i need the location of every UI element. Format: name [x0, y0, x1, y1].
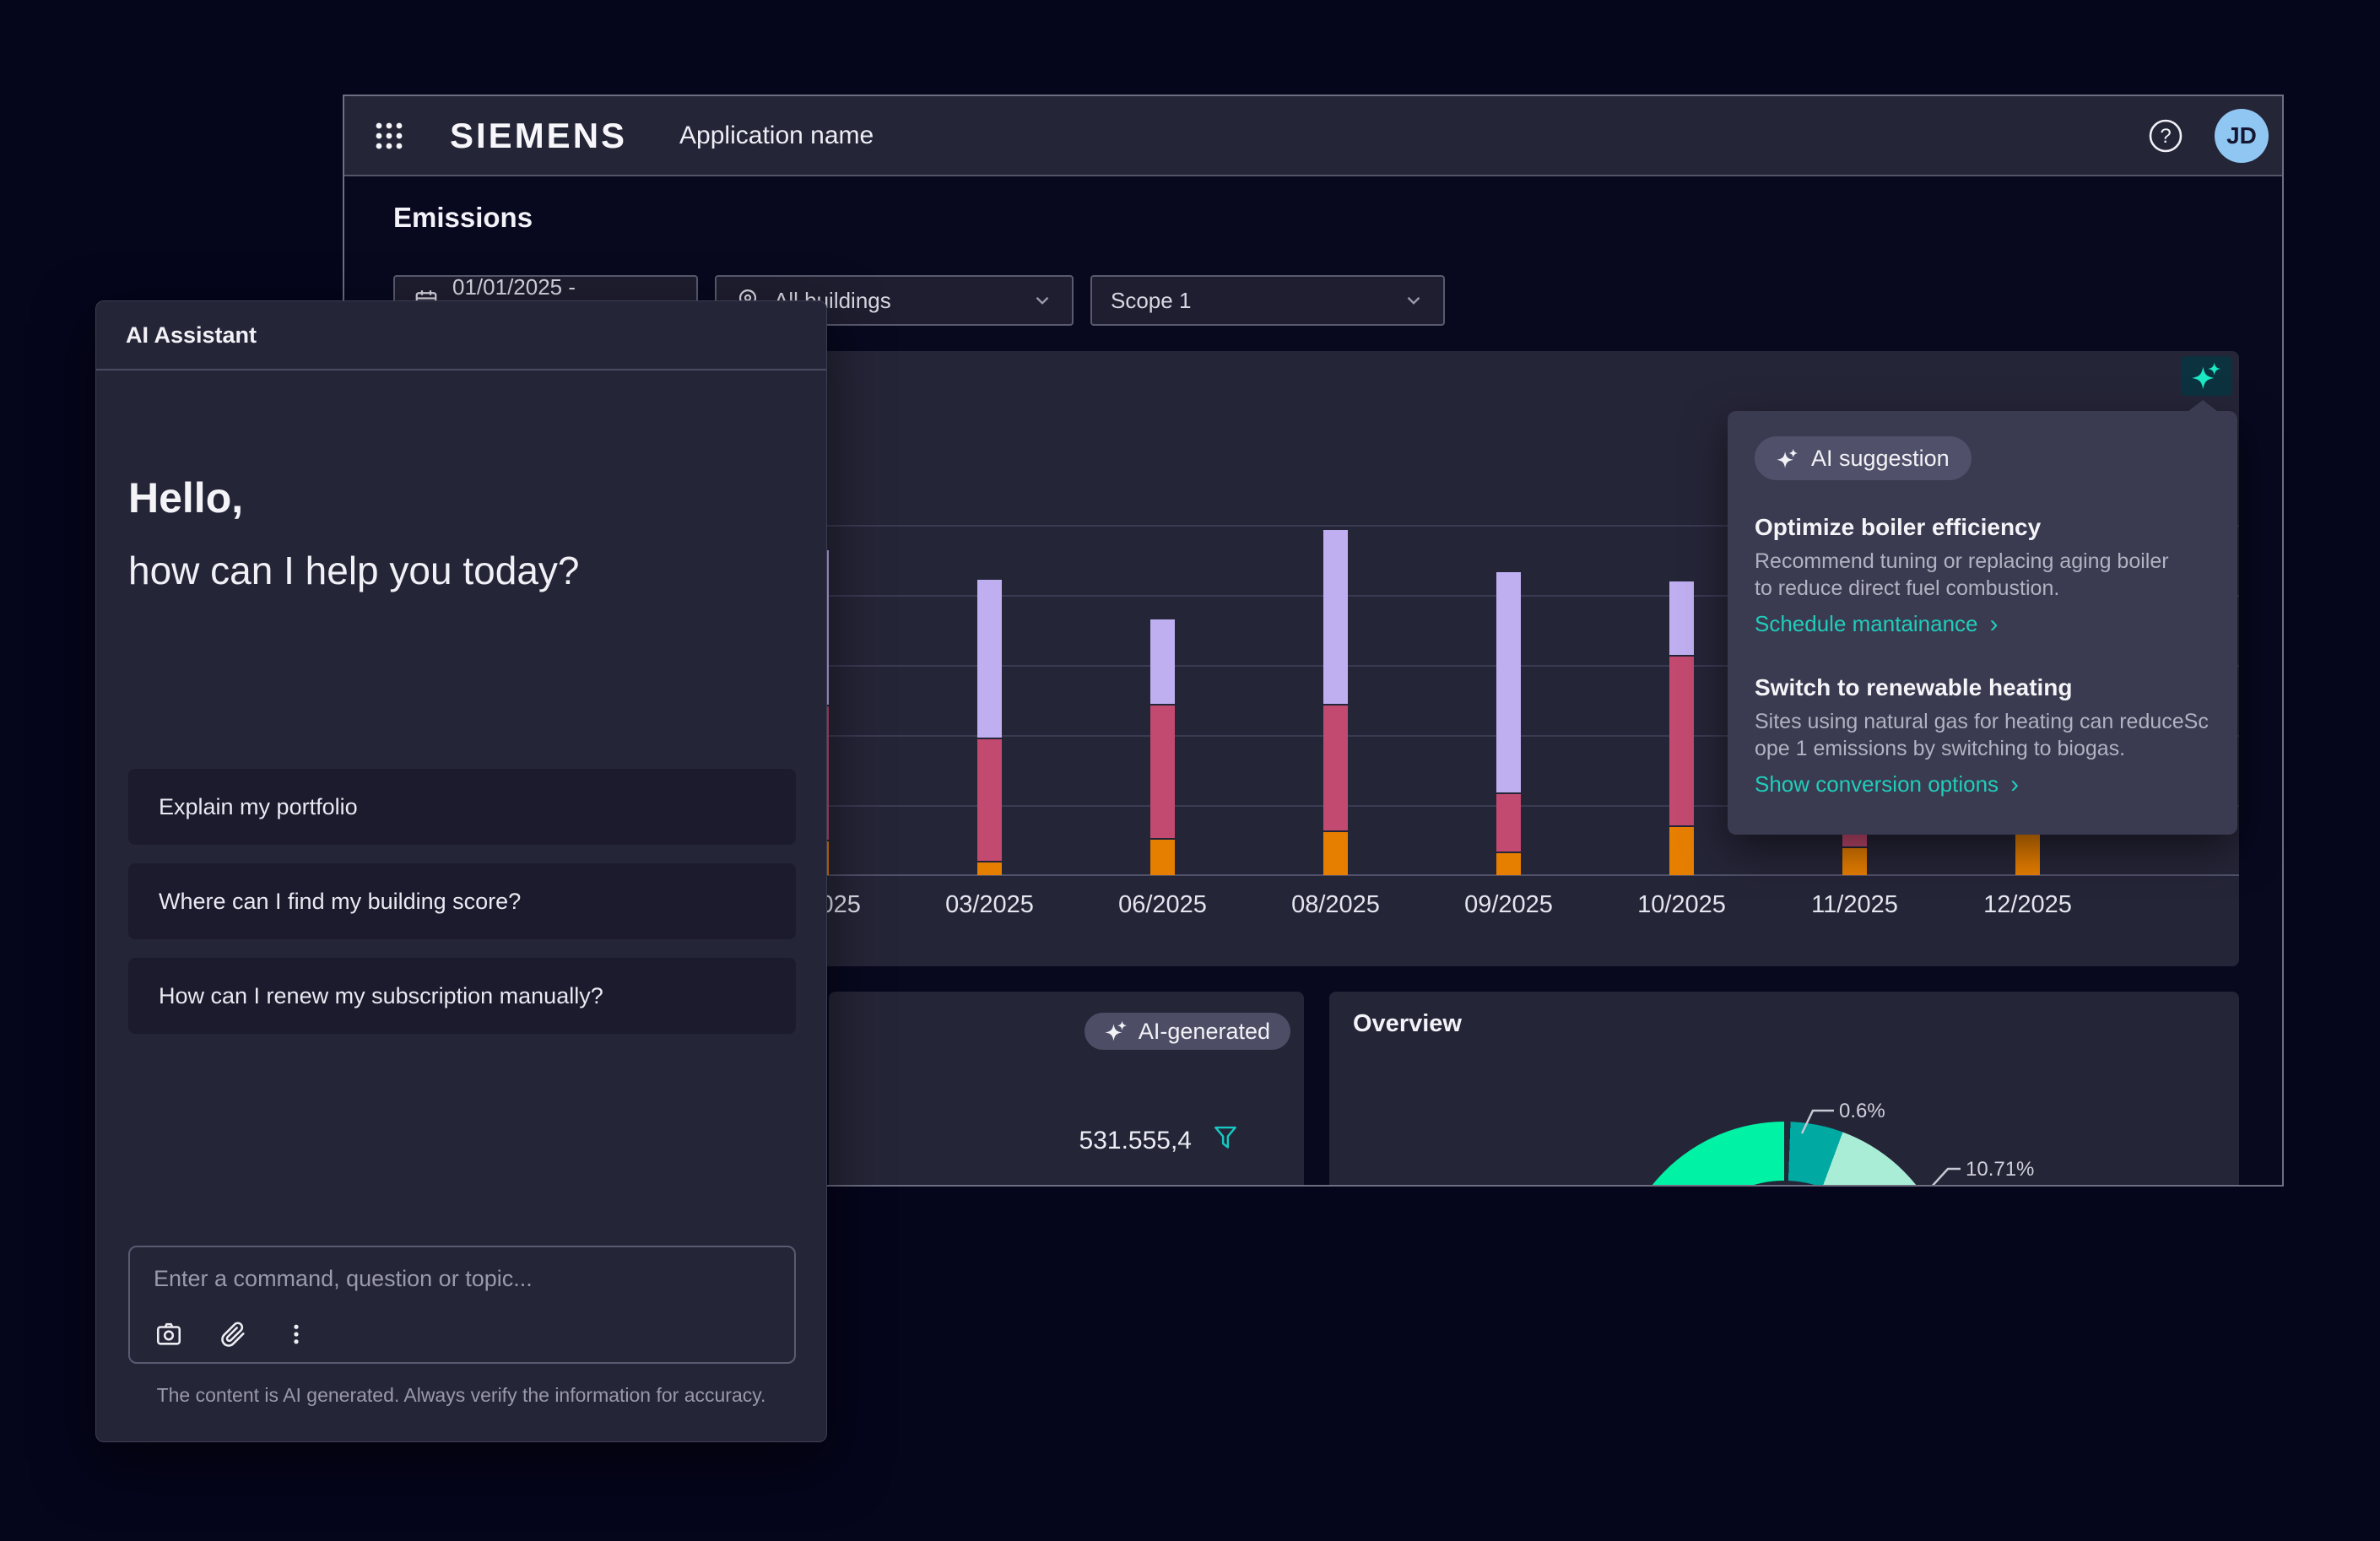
- bar-segment-segment-middle: [1496, 794, 1521, 852]
- summary-card: AI-generated 531.555,4: [829, 992, 1304, 1185]
- siemens-logo: SIEMENS: [450, 115, 628, 155]
- popup-caret: [2188, 400, 2217, 411]
- app-header: SIEMENS Application name ? JD: [344, 96, 2282, 176]
- scope-filter-value: Scope 1: [1111, 287, 1192, 313]
- ai-generated-badge: AI-generated: [1084, 1013, 1290, 1050]
- assistant-greeting-question: how can I help you today?: [128, 549, 580, 592]
- ai-assistant-panel: AI Assistant Hello, how can I help you t…: [95, 300, 827, 1442]
- overview-card-title: Overview: [1353, 1010, 1462, 1037]
- x-axis-label: 06/2025: [1118, 891, 1207, 918]
- link-label: Schedule mantainance: [1755, 611, 1978, 636]
- bar-segment-segment-bottom: [1323, 832, 1348, 875]
- suggestion-button-subscription[interactable]: How can I renew my subscription manually…: [128, 958, 796, 1034]
- schedule-maintenance-link[interactable]: Schedule mantainance ›: [1755, 611, 1999, 637]
- ai-suggestion-badge: AI suggestion: [1755, 436, 1972, 480]
- application-name: Application name: [679, 121, 874, 149]
- chevron-down-icon: [1031, 289, 1053, 311]
- suggestion-body: Recommend tuning or replacing aging boil…: [1755, 549, 2169, 573]
- scope-filter[interactable]: Scope 1: [1090, 275, 1445, 326]
- donut-slice-label: 0.6%: [1839, 1100, 1885, 1122]
- summary-value: 531.555,4: [1079, 1126, 1192, 1154]
- donut-hole: [1674, 1181, 1894, 1185]
- emissions-donut-chart: [1615, 1122, 1953, 1185]
- filter-funnel-icon[interactable]: [1213, 1125, 1238, 1156]
- chevron-right-icon: ›: [2010, 770, 2020, 798]
- sparkles-icon: [1105, 1020, 1128, 1041]
- chart-gridline: [393, 665, 2239, 667]
- chart-gridline: [393, 595, 2239, 597]
- bar-segment-segment-bottom: [2015, 835, 2040, 875]
- x-axis-label: 03/2025: [945, 891, 1034, 918]
- ai-assistant-header: AI Assistant: [96, 301, 826, 370]
- donut-slice-label: 10.71%: [1966, 1158, 2034, 1181]
- page-title: Emissions: [393, 202, 533, 233]
- x-axis-label: 10/2025: [1637, 891, 1726, 918]
- app-launcher-grid-icon[interactable]: [371, 117, 408, 154]
- ai-disclaimer-text: The content is AI generated. Always veri…: [156, 1384, 766, 1406]
- suggestion-title: Optimize boiler efficiency: [1755, 514, 2042, 540]
- grid-dots-icon: [376, 122, 403, 149]
- assistant-greeting: Hello,: [128, 474, 244, 522]
- x-axis-label: 11/2025: [1811, 891, 1898, 918]
- bar-segment-segment-bottom: [1150, 840, 1175, 875]
- ai-generated-badge-label: AI-generated: [1138, 1018, 1270, 1044]
- assistant-input-box: [128, 1246, 796, 1364]
- ai-suggestion-badge-label: AI suggestion: [1811, 445, 1950, 471]
- bar-segment-segment-bottom: [977, 862, 1002, 875]
- bar-slot-09-2025: [1422, 351, 1595, 875]
- chart-gridline: [393, 735, 2239, 737]
- bar-segment-segment-middle: [1669, 657, 1694, 825]
- ai-suggestion-popup: AI suggestion Optimize boiler efficiency…: [1728, 400, 2237, 835]
- ai-assistant-title: AI Assistant: [126, 322, 257, 348]
- suggestion-button-portfolio[interactable]: Explain my portfolio: [128, 769, 796, 845]
- chevron-down-icon: [1403, 289, 1425, 311]
- x-axis-label: 08/2025: [1291, 891, 1380, 918]
- assistant-command-input[interactable]: [130, 1247, 794, 1292]
- bar-segment-segment-bottom: [1842, 848, 1867, 875]
- bar-segment-segment-top: [977, 580, 1002, 738]
- camera-button[interactable]: [154, 1320, 184, 1349]
- bar-segment-segment-bottom: [1496, 853, 1521, 875]
- more-options-kebab-button[interactable]: [284, 1320, 309, 1349]
- bar-slot-10-2025: [1595, 351, 1768, 875]
- sparkles-icon: [1777, 448, 1799, 468]
- bar-segment-segment-bottom: [1669, 827, 1694, 875]
- bar-segment-segment-top: [1323, 530, 1348, 704]
- bar-segment-segment-middle: [1150, 706, 1175, 838]
- help-icon: ?: [2149, 119, 2183, 152]
- link-label: Show conversion options: [1755, 771, 1999, 797]
- overview-card: Overview 0.6% 10.71%: [1329, 992, 2239, 1185]
- bar-segment-segment-middle: [977, 739, 1002, 861]
- suggestion-button-building-score[interactable]: Where can I find my building score?: [128, 863, 796, 939]
- bar-slot-08-2025: [1249, 351, 1422, 875]
- bar-segment-segment-middle: [1323, 706, 1348, 830]
- sparkles-icon: [2191, 362, 2220, 389]
- chart-gridline: [393, 525, 2239, 527]
- bar-segment-segment-top: [1150, 619, 1175, 704]
- bar-segment-segment-top: [1496, 572, 1521, 792]
- svg-text:?: ?: [2160, 125, 2171, 148]
- suggestion-title: Switch to renewable heating: [1755, 674, 2073, 700]
- user-avatar[interactable]: JD: [2215, 108, 2269, 163]
- chart-x-axis-line: [393, 874, 2239, 876]
- help-button[interactable]: ?: [2147, 117, 2184, 154]
- bar-segment-segment-top: [1669, 581, 1694, 655]
- ai-suggestion-toggle-button[interactable]: [2181, 356, 2232, 396]
- attach-file-button[interactable]: [219, 1320, 248, 1349]
- suggestion-body: to reduce direct fuel combustion.: [1755, 576, 2060, 600]
- suggestion-body: Sites using natural gas for heating can …: [1755, 710, 2209, 733]
- bar-slot-03-2025: [903, 351, 1076, 875]
- x-axis-label: 12/2025: [1983, 891, 2072, 918]
- chevron-right-icon: ›: [1989, 609, 1999, 638]
- x-axis-label: 09/2025: [1464, 891, 1553, 918]
- suggestion-body: ope 1 emissions by switching to biogas.: [1755, 737, 2126, 760]
- bar-slot-06-2025: [1076, 351, 1249, 875]
- chart-gridline: [393, 805, 2239, 807]
- show-conversion-options-link[interactable]: Show conversion options ›: [1755, 771, 2019, 798]
